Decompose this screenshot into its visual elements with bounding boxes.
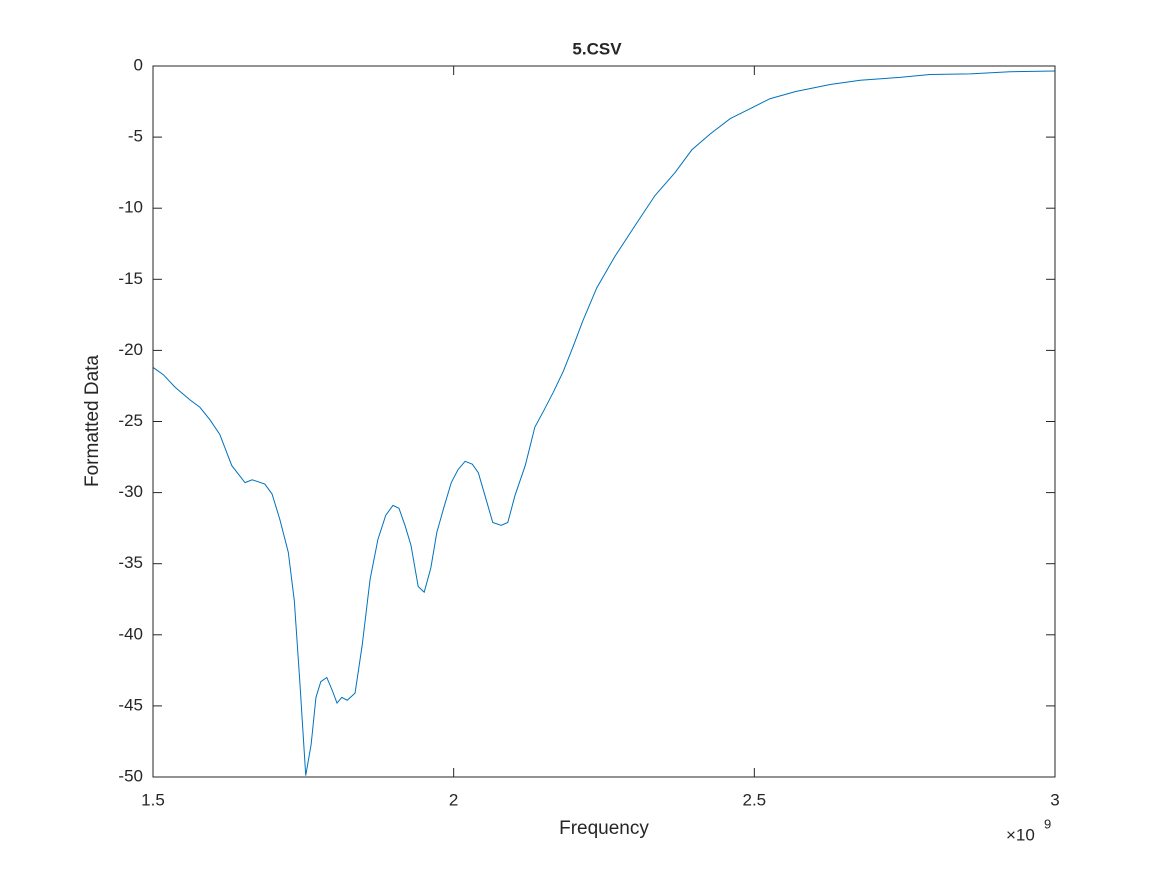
axes-box <box>152 65 1056 778</box>
y-tick-label: -5 <box>128 127 143 146</box>
y-tick-label: -45 <box>118 695 143 714</box>
x-axis-label: Frequency <box>559 818 649 839</box>
y-tick-label: -15 <box>118 269 143 288</box>
y-tick-label: -20 <box>118 340 143 359</box>
chart-title: 5.CSV <box>572 39 622 58</box>
x-tick-label: 2.5 <box>743 790 767 809</box>
y-tick-label: -25 <box>118 411 143 430</box>
y-tick-label: 0 <box>134 55 143 74</box>
y-tick-label: -50 <box>118 766 143 785</box>
y-tick-label: -35 <box>118 553 143 572</box>
data-line <box>152 70 1056 776</box>
y-axis-label: Formatted Data <box>82 355 103 487</box>
x-tick-label: 1.5 <box>141 790 165 809</box>
x-tick-label: 3 <box>1050 790 1059 809</box>
y-tick-label: -30 <box>118 482 143 501</box>
x-multiplier-base: ×10 <box>1006 825 1035 844</box>
x-tick-label: 2 <box>449 790 458 809</box>
x-multiplier-exponent: 9 <box>1044 816 1051 831</box>
y-tick-label: -40 <box>118 624 143 643</box>
y-tick-label: -10 <box>118 198 143 217</box>
